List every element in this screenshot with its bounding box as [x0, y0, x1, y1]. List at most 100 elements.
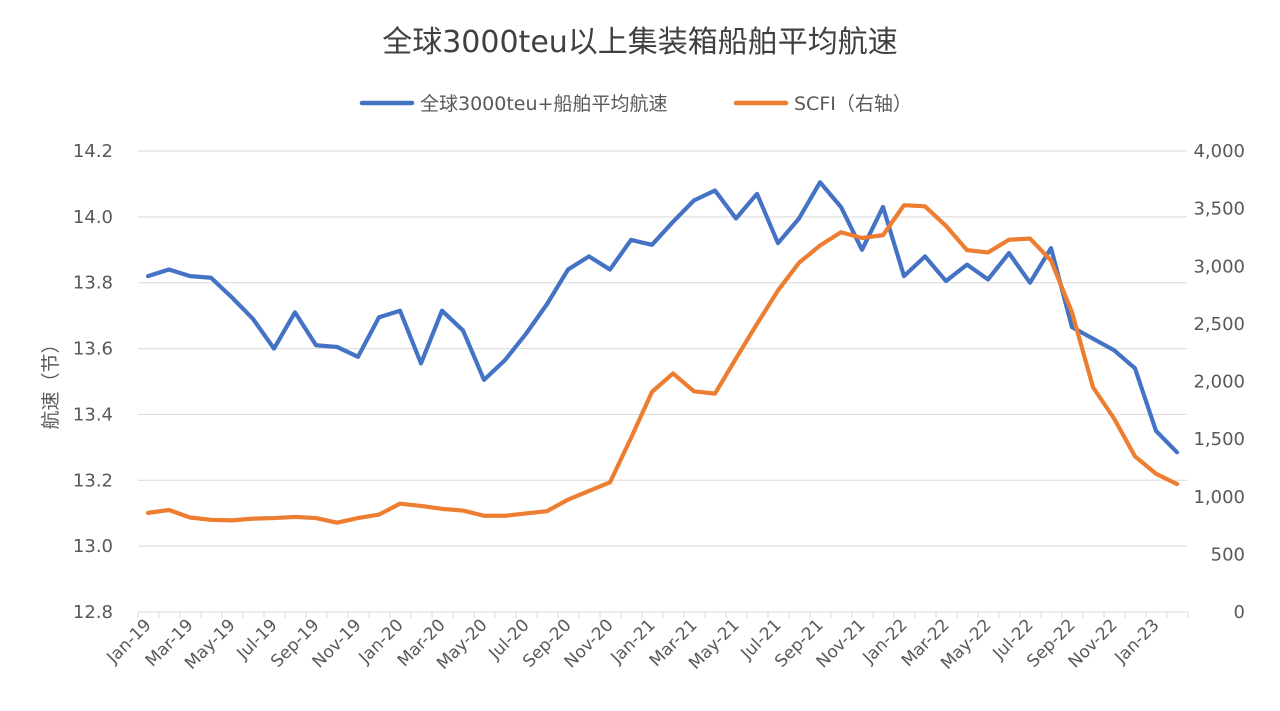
data-point-speed	[209, 276, 213, 280]
data-point-scfi	[776, 288, 780, 292]
data-point-scfi	[944, 224, 948, 228]
x-tick-label: Jan-23	[1111, 615, 1164, 668]
data-point-scfi	[503, 514, 507, 518]
data-point-scfi	[1133, 454, 1137, 458]
data-point-scfi	[587, 489, 591, 493]
data-point-speed	[734, 217, 738, 221]
data-point-speed	[1028, 281, 1032, 285]
data-point-speed	[356, 355, 360, 359]
data-point-speed	[650, 243, 654, 247]
data-point-scfi	[902, 203, 906, 207]
data-point-scfi	[251, 517, 255, 521]
data-point-speed	[965, 263, 969, 267]
data-point-speed	[944, 279, 948, 283]
data-point-scfi	[398, 502, 402, 506]
data-point-scfi	[1112, 416, 1116, 420]
data-point-scfi	[314, 516, 318, 520]
data-point-speed	[482, 378, 486, 382]
data-point-scfi	[482, 514, 486, 518]
data-point-scfi	[209, 518, 213, 522]
data-point-speed	[314, 343, 318, 347]
y2-tick-label: 500	[1211, 544, 1245, 565]
data-point-scfi	[629, 436, 633, 440]
data-point-speed	[398, 309, 402, 313]
data-point-scfi	[965, 248, 969, 252]
data-point-scfi	[1175, 482, 1179, 486]
data-point-scfi	[923, 204, 927, 208]
y2-tick-label: 2,500	[1193, 314, 1245, 335]
data-point-scfi	[440, 507, 444, 511]
data-point-speed	[251, 317, 255, 321]
y-tick-label: 13.4	[73, 404, 113, 425]
data-point-speed	[923, 254, 927, 258]
data-point-scfi	[818, 244, 822, 248]
data-point-speed	[545, 302, 549, 306]
data-point-speed	[692, 198, 696, 202]
data-point-speed	[1154, 429, 1158, 433]
data-point-scfi	[1091, 385, 1095, 389]
data-point-scfi	[881, 233, 885, 237]
data-point-speed	[860, 248, 864, 252]
data-point-speed	[818, 180, 822, 184]
y2-tick-label: 3,000	[1193, 256, 1245, 277]
data-point-speed	[755, 192, 759, 196]
data-point-speed	[839, 205, 843, 209]
data-point-speed	[146, 274, 150, 278]
y-tick-label: 13.0	[73, 536, 113, 557]
y2-tick-label: 1,500	[1193, 429, 1245, 450]
data-point-scfi	[1154, 472, 1158, 476]
data-point-speed	[377, 315, 381, 319]
data-point-scfi	[335, 521, 339, 525]
data-point-scfi	[608, 480, 612, 484]
y-axis-left: 12.8 13.0 13.2 13.4 13.6 13.8 14.0 14.2	[73, 141, 113, 623]
data-point-speed	[230, 296, 234, 300]
data-point-scfi	[860, 236, 864, 240]
legend: 全球3000teu+船舶平均航速 SCFI（右轴）	[359, 93, 912, 115]
data-point-scfi	[146, 511, 150, 515]
data-point-scfi	[293, 515, 297, 519]
data-point-speed	[335, 345, 339, 349]
y-axis-right: 0 500 1,000 1,500 2,000 2,500 3,000 3,500 4,000	[1193, 141, 1245, 623]
y2-tick-label: 4,000	[1193, 141, 1245, 162]
data-point-scfi	[545, 509, 549, 513]
data-point-speed	[461, 328, 465, 332]
data-point-scfi	[230, 518, 234, 522]
data-point-speed	[293, 310, 297, 314]
data-point-speed	[902, 274, 906, 278]
y2-tick-label: 3,500	[1193, 199, 1245, 220]
data-point-speed	[440, 309, 444, 313]
data-point-speed	[881, 205, 885, 209]
data-point-scfi	[1049, 258, 1053, 262]
data-point-scfi	[734, 356, 738, 360]
series-lines	[145, 180, 1180, 525]
y-axis-label: 航速（节）	[40, 334, 62, 429]
chart-title: 全球3000teu以上集装箱船舶平均航速	[382, 25, 898, 60]
data-point-scfi	[797, 261, 801, 265]
data-point-scfi	[419, 504, 423, 508]
data-point-scfi	[188, 516, 192, 520]
data-point-speed	[503, 358, 507, 362]
y-tick-label: 14.2	[73, 141, 113, 162]
legend-label-scfi: SCFI（右轴）	[794, 93, 912, 115]
data-point-speed	[272, 347, 276, 351]
data-point-scfi	[1028, 237, 1032, 241]
data-point-speed	[776, 241, 780, 245]
data-point-speed	[524, 332, 528, 336]
series-line-scfi	[145, 203, 1180, 525]
data-point-scfi	[377, 513, 381, 517]
y2-tick-label: 1,000	[1193, 487, 1245, 508]
y2-tick-label: 2,000	[1193, 372, 1245, 393]
y-tick-label: 13.8	[73, 273, 113, 294]
data-point-scfi	[1070, 310, 1074, 314]
data-point-scfi	[713, 392, 717, 396]
data-point-speed	[587, 254, 591, 258]
data-point-scfi	[356, 516, 360, 520]
data-point-scfi	[650, 390, 654, 394]
data-point-speed	[1091, 337, 1095, 341]
y-tick-label: 13.6	[73, 339, 113, 360]
gridlines	[138, 150, 1187, 547]
series-line-speed	[145, 180, 1180, 455]
data-point-speed	[1070, 325, 1074, 329]
data-point-speed	[1112, 348, 1116, 352]
